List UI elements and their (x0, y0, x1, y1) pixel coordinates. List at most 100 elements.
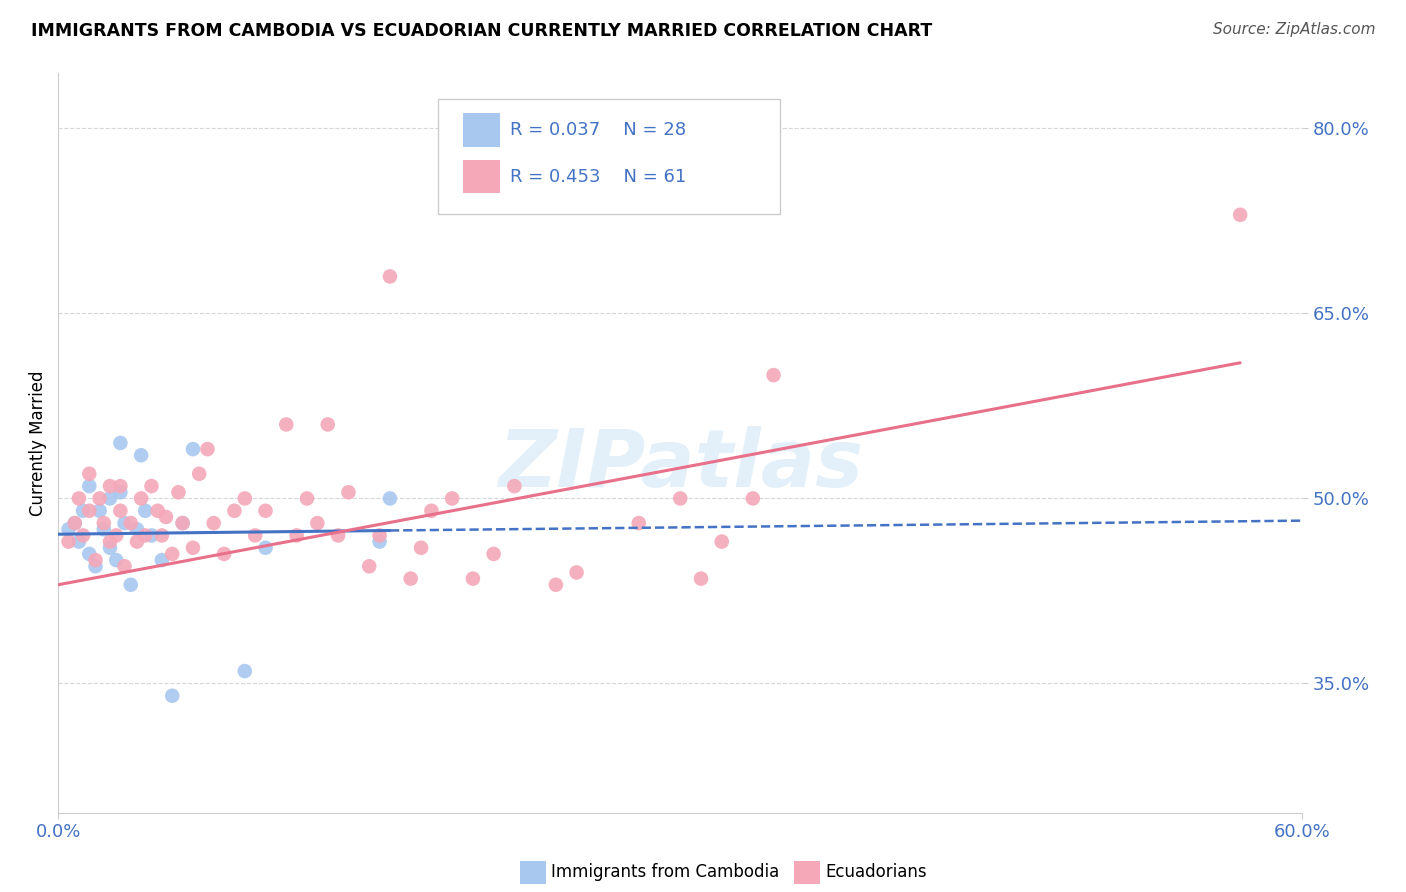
Point (134, 504, 156, 518)
Point (172, 516, 194, 530)
Y-axis label: Currently Married: Currently Married (30, 370, 46, 516)
Point (409, 541, 432, 555)
Point (224, 504, 246, 518)
Point (212, 547, 235, 561)
Point (399, 572, 422, 586)
Point (482, 547, 505, 561)
Point (58, 522, 80, 536)
Point (420, 504, 443, 518)
Point (77, 547, 100, 561)
Point (710, 534, 733, 549)
Point (89, 491, 111, 506)
Point (188, 467, 211, 481)
Point (202, 516, 225, 530)
Text: ZIPatlas: ZIPatlas (498, 426, 863, 504)
Point (378, 269, 401, 284)
Point (110, 485, 132, 500)
Point (114, 559, 136, 574)
Point (134, 528, 156, 542)
Point (295, 491, 318, 506)
Point (120, 516, 142, 530)
Point (461, 572, 484, 586)
Point (125, 534, 148, 549)
Point (84, 553, 107, 567)
Text: Immigrants from Cambodia: Immigrants from Cambodia (551, 863, 779, 881)
Point (77, 479, 100, 493)
Point (167, 485, 190, 500)
Point (181, 541, 204, 555)
Point (243, 528, 266, 542)
Point (285, 528, 308, 542)
Point (368, 528, 391, 542)
Point (93, 516, 115, 530)
Point (141, 479, 163, 493)
Point (254, 541, 277, 555)
Point (110, 436, 132, 450)
Point (110, 504, 132, 518)
Point (254, 504, 277, 518)
Point (359, 559, 381, 574)
Point (98, 534, 121, 549)
Point (160, 689, 183, 703)
Text: R = 0.453    N = 61: R = 0.453 N = 61 (510, 168, 686, 186)
Point (150, 528, 173, 542)
Point (627, 516, 650, 530)
Point (77, 504, 100, 518)
Point (233, 664, 256, 678)
Point (741, 491, 763, 506)
Point (93, 522, 115, 536)
Point (1229, 208, 1251, 222)
FancyBboxPatch shape (463, 113, 501, 146)
Point (67, 491, 90, 506)
Point (669, 491, 692, 506)
Point (89, 504, 111, 518)
Point (72, 528, 94, 542)
Point (565, 566, 588, 580)
Point (105, 553, 128, 567)
Point (129, 491, 152, 506)
Point (77, 467, 100, 481)
Point (441, 491, 464, 506)
Text: Source: ZipAtlas.com: Source: ZipAtlas.com (1212, 22, 1375, 37)
Point (337, 485, 360, 500)
Point (98, 491, 121, 506)
Point (368, 534, 391, 549)
Point (378, 491, 401, 506)
Point (110, 479, 132, 493)
Point (155, 510, 177, 524)
Point (503, 479, 526, 493)
Point (114, 516, 136, 530)
FancyBboxPatch shape (463, 160, 501, 194)
Point (146, 504, 169, 518)
Text: IMMIGRANTS FROM CAMBODIA VS ECUADORIAN CURRENTLY MARRIED CORRELATION CHART: IMMIGRANTS FROM CAMBODIA VS ECUADORIAN C… (31, 22, 932, 40)
Point (84, 559, 107, 574)
Point (67, 534, 90, 549)
Point (160, 547, 183, 561)
Point (181, 442, 204, 456)
Point (197, 442, 219, 456)
Point (233, 491, 256, 506)
Point (120, 578, 142, 592)
Point (63, 516, 86, 530)
Point (150, 553, 173, 567)
Point (98, 479, 121, 493)
FancyBboxPatch shape (437, 99, 780, 213)
Point (129, 448, 152, 462)
Point (172, 516, 194, 530)
Point (125, 522, 148, 536)
Text: Ecuadorians: Ecuadorians (825, 863, 927, 881)
Point (762, 368, 785, 383)
Point (544, 578, 567, 592)
Point (72, 504, 94, 518)
Point (141, 528, 163, 542)
Point (276, 417, 298, 432)
Point (105, 528, 128, 542)
Point (63, 516, 86, 530)
Point (58, 534, 80, 549)
Point (98, 541, 121, 555)
Point (690, 572, 713, 586)
Text: R = 0.037    N = 28: R = 0.037 N = 28 (510, 121, 686, 139)
Point (326, 528, 349, 542)
Point (316, 417, 339, 432)
Point (307, 516, 329, 530)
